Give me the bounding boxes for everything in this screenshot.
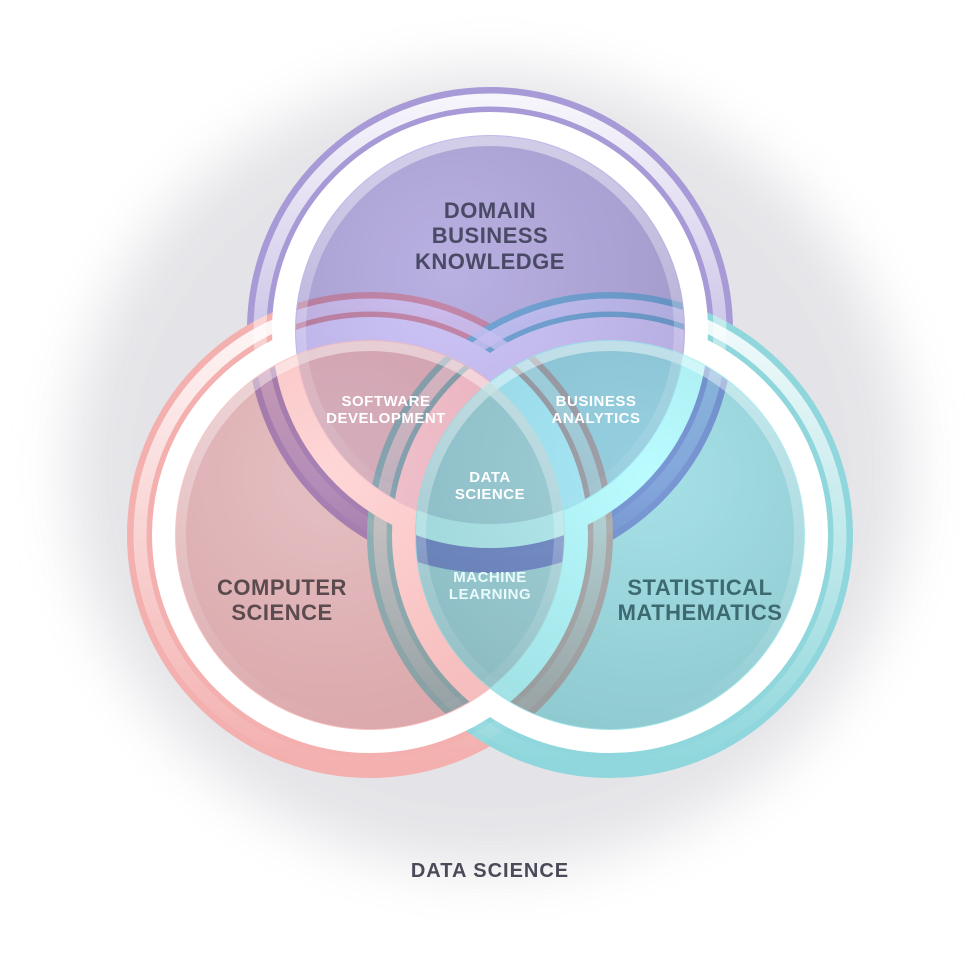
backdrop xyxy=(0,0,980,980)
venn-stage: DOMAINBUSINESSKNOWLEDGE COMPUTERSCIENCE … xyxy=(0,0,980,980)
footer-title: DATA SCIENCE xyxy=(0,860,980,883)
